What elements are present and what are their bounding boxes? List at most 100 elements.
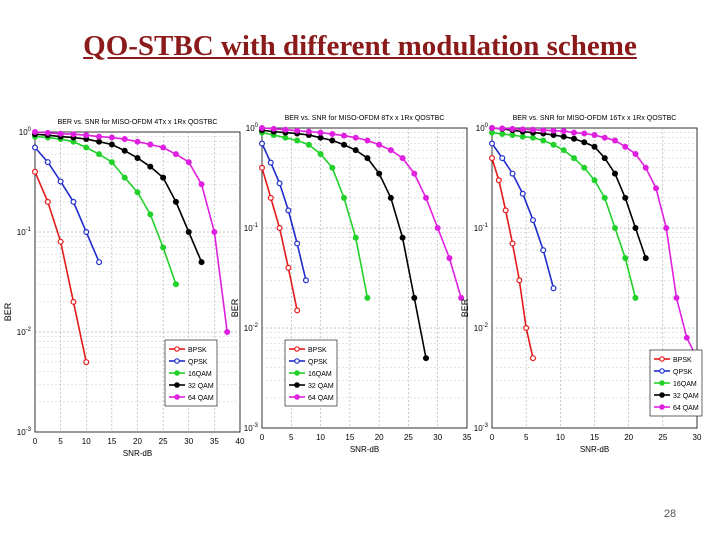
data-point: [499, 131, 506, 138]
data-point: [570, 129, 577, 136]
x-tick-label: 10: [316, 433, 325, 442]
legend-marker: [294, 382, 300, 388]
y-tick-label: 100: [246, 123, 259, 133]
x-tick-label: 35: [463, 433, 472, 442]
data-point: [352, 134, 359, 141]
y-axis-label: BER: [460, 298, 470, 317]
data-point: [224, 329, 231, 336]
data-point: [31, 144, 38, 151]
data-point: [364, 137, 371, 144]
data-point: [341, 141, 348, 148]
data-point: [399, 234, 406, 241]
data-point: [560, 147, 567, 154]
x-tick-label: 0: [33, 437, 38, 446]
series-line-qpsk: [34, 146, 100, 263]
data-point: [529, 355, 536, 362]
data-point: [622, 255, 629, 262]
data-point: [96, 259, 103, 266]
data-point: [519, 133, 526, 140]
data-point: [267, 194, 274, 201]
x-tick-label: 25: [159, 437, 168, 446]
x-tick-label: 15: [590, 433, 599, 442]
series-line-32qam: [491, 127, 647, 259]
data-point: [509, 132, 516, 139]
chart-2: 0 5 10 15 20 25 30 35 100 10-1 10-2 10-3 BER vs. SNR…: [230, 115, 472, 454]
data-point: [294, 137, 301, 144]
legend-label: QPSK: [308, 359, 328, 366]
x-tick-label: 5: [289, 433, 294, 442]
legend-marker: [659, 380, 665, 386]
data-point: [172, 151, 179, 158]
y-tick-label: 10-2: [474, 323, 489, 333]
data-point: [31, 168, 38, 175]
data-point: [160, 244, 167, 251]
data-point: [302, 277, 309, 284]
legend-label: 32 QAM: [308, 383, 334, 390]
legend-label: 16QAM: [308, 371, 332, 378]
data-point: [540, 137, 547, 144]
data-point: [489, 155, 496, 162]
data-point: [121, 147, 128, 154]
data-point: [489, 140, 496, 147]
data-point: [446, 255, 453, 262]
data-point: [581, 139, 588, 146]
data-point: [44, 129, 51, 136]
data-point: [83, 229, 90, 236]
legend-marker: [659, 356, 665, 362]
x-tick-label: 10: [556, 433, 565, 442]
legend-marker: [659, 392, 665, 398]
data-point: [581, 164, 588, 171]
data-point: [96, 133, 103, 140]
y-tick-label: 10-1: [244, 223, 259, 233]
data-point: [550, 285, 557, 292]
data-point: [642, 255, 649, 262]
legend-marker: [174, 370, 180, 376]
data-point: [663, 224, 670, 231]
data-point: [341, 194, 348, 201]
data-point: [70, 198, 77, 205]
legend-label: 64 QAM: [308, 395, 334, 402]
x-tick-label: 15: [107, 437, 116, 446]
y-tick-label: 10-3: [474, 423, 489, 433]
legend-marker: [294, 394, 300, 400]
data-point: [267, 159, 274, 166]
data-point: [305, 141, 312, 148]
legend-marker: [294, 370, 300, 376]
x-tick-label: 35: [210, 437, 219, 446]
data-point: [502, 207, 509, 214]
data-point: [147, 211, 154, 218]
legend-label: 32 QAM: [188, 383, 214, 390]
data-point: [317, 129, 324, 136]
data-point: [411, 294, 418, 301]
data-point: [276, 224, 283, 231]
data-point: [276, 180, 283, 187]
x-axis-label: SNR-dB: [123, 449, 152, 458]
data-point: [282, 126, 289, 133]
data-point: [550, 141, 557, 148]
data-point: [160, 174, 167, 181]
legend-label: QPSK: [673, 369, 693, 376]
data-point: [529, 134, 536, 141]
data-point: [499, 125, 506, 132]
data-point: [198, 259, 205, 266]
data-point: [411, 170, 418, 177]
legend-marker: [174, 346, 180, 352]
data-point: [31, 129, 38, 136]
data-point: [134, 189, 141, 196]
data-point: [434, 224, 441, 231]
data-point: [581, 130, 588, 137]
legend-marker: [174, 394, 180, 400]
data-point: [259, 164, 266, 171]
legend-label: 64 QAM: [188, 395, 214, 402]
data-point: [294, 307, 301, 314]
data-point: [489, 125, 496, 132]
data-point: [611, 137, 618, 144]
y-tick-label: 100: [19, 127, 32, 137]
y-axis-label: BER: [3, 302, 13, 321]
data-point: [211, 229, 218, 236]
data-point: [198, 181, 205, 188]
data-point: [185, 159, 192, 166]
data-point: [317, 150, 324, 157]
chart-3: 0 5 10 15 20 25 30 100 10-1 10-2 10-3 BER vs. SNR f…: [460, 115, 703, 454]
series-line-64qam: [34, 131, 228, 333]
